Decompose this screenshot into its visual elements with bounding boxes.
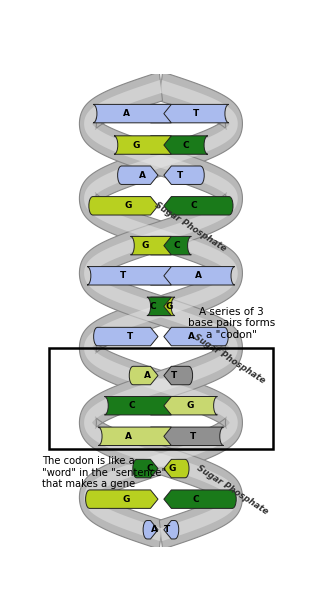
Polygon shape — [84, 80, 238, 541]
Polygon shape — [98, 427, 171, 445]
Text: A: A — [125, 432, 132, 441]
Text: G: G — [122, 494, 130, 504]
Text: T: T — [171, 371, 177, 380]
Polygon shape — [87, 266, 171, 285]
Text: G: G — [168, 464, 176, 473]
Text: A: A — [122, 109, 130, 118]
Text: T: T — [120, 271, 126, 280]
Text: Sugar Phosphate: Sugar Phosphate — [153, 200, 228, 253]
Text: A: A — [138, 171, 146, 180]
Polygon shape — [129, 367, 158, 385]
Text: G: G — [165, 302, 173, 311]
Text: A series of 3
base pairs forms
a "codon": A series of 3 base pairs forms a "codon" — [188, 306, 275, 339]
Polygon shape — [150, 397, 217, 415]
Polygon shape — [164, 166, 204, 184]
Text: C: C — [191, 201, 198, 210]
Text: C: C — [128, 401, 135, 410]
Polygon shape — [150, 297, 175, 315]
Text: G: G — [133, 141, 140, 149]
Text: C: C — [192, 494, 199, 504]
Polygon shape — [89, 197, 158, 215]
Text: A: A — [188, 332, 195, 341]
Polygon shape — [94, 327, 158, 346]
Polygon shape — [164, 197, 233, 215]
Polygon shape — [164, 327, 228, 346]
Text: C: C — [150, 302, 156, 311]
Text: The codon is like a
"word" in the "sentence"
that makes a gene: The codon is like a "word" in the "sente… — [42, 456, 166, 489]
Polygon shape — [79, 72, 242, 549]
Polygon shape — [105, 397, 171, 415]
Polygon shape — [164, 367, 192, 385]
Text: Sugar Phosphate: Sugar Phosphate — [192, 332, 266, 385]
Polygon shape — [143, 520, 158, 539]
Polygon shape — [150, 136, 208, 154]
Text: Sugar Phosphate: Sugar Phosphate — [195, 463, 270, 516]
Polygon shape — [84, 80, 238, 541]
Text: T: T — [176, 171, 183, 180]
Polygon shape — [164, 459, 189, 478]
Text: A: A — [195, 271, 202, 280]
Polygon shape — [93, 105, 171, 123]
Text: C: C — [146, 464, 153, 473]
Polygon shape — [79, 72, 242, 549]
Polygon shape — [150, 105, 229, 123]
Polygon shape — [150, 427, 224, 445]
Text: G: G — [141, 241, 149, 250]
Text: T: T — [192, 109, 199, 118]
Polygon shape — [86, 490, 158, 509]
Polygon shape — [114, 136, 171, 154]
Text: T: T — [127, 332, 133, 341]
Polygon shape — [133, 459, 158, 478]
Polygon shape — [150, 266, 235, 285]
Text: A: A — [144, 371, 151, 380]
Polygon shape — [164, 490, 236, 509]
Text: T: T — [164, 525, 170, 534]
Bar — [49, 348, 273, 449]
Text: G: G — [124, 201, 132, 210]
Polygon shape — [150, 236, 191, 255]
Polygon shape — [118, 166, 158, 184]
Polygon shape — [131, 236, 171, 255]
Text: A: A — [151, 525, 158, 534]
Text: C: C — [182, 141, 189, 149]
Polygon shape — [147, 297, 171, 315]
Text: T: T — [190, 432, 196, 441]
Text: G: G — [187, 401, 194, 410]
Polygon shape — [164, 520, 179, 539]
Text: C: C — [174, 241, 181, 250]
